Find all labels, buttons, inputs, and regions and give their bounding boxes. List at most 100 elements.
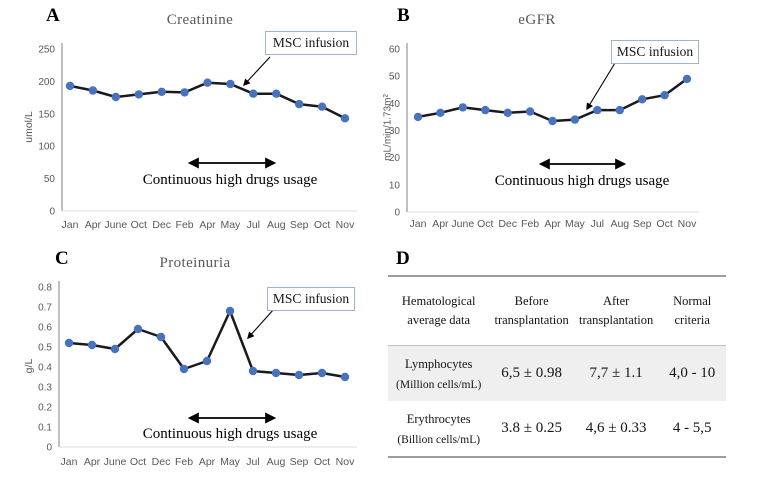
svg-text:250: 250 (38, 45, 55, 56)
svg-text:0.4: 0.4 (38, 363, 52, 374)
svg-text:Nov: Nov (336, 456, 355, 468)
svg-text:Dec: Dec (152, 219, 171, 231)
svg-text:Jan: Jan (62, 219, 79, 231)
svg-text:Apr: Apr (199, 219, 216, 231)
svg-text:Oct: Oct (656, 218, 672, 230)
svg-text:Jan: Jan (410, 218, 427, 230)
table-row-lymphocytes: Lymphocytes (Million cells/mL) 6,5 ± 0.9… (388, 345, 726, 402)
svg-text:40: 40 (389, 99, 401, 110)
svg-text:May: May (565, 218, 586, 230)
svg-text:Oct: Oct (314, 456, 330, 468)
svg-text:Nov: Nov (336, 219, 355, 231)
svg-text:Feb: Feb (175, 456, 193, 468)
msc-infusion-callout-c: MSC infusion (267, 287, 355, 311)
cell-lymphocytes-before: 6,5 ± 0.98 (501, 365, 562, 381)
svg-text:Sep: Sep (290, 456, 309, 468)
svg-text:Oct: Oct (131, 219, 147, 231)
cell-lymphocytes-after: 7,7 ± 1.1 (589, 365, 643, 381)
svg-text:Apr: Apr (544, 218, 561, 230)
chart-title-creatinine: Creatinine (166, 12, 234, 28)
svg-text:0: 0 (46, 443, 52, 454)
svg-text:60: 60 (389, 45, 401, 56)
table-header-after: After transplantation (578, 293, 654, 327)
panel-label-d: D (396, 248, 410, 269)
svg-text:Feb: Feb (521, 218, 539, 230)
drugs-usage-label-b: Continuous high drugs usage (494, 173, 670, 189)
svg-text:20: 20 (389, 153, 401, 164)
table-header-normal: Normal criteria (673, 293, 712, 327)
panel-label-c: C (55, 248, 69, 269)
cell-lymphocytes-normal: 4,0 - 10 (669, 365, 716, 381)
table-header-entity: Hematological average data (401, 293, 476, 327)
row-label-lymphocytes: Lymphocytes (Million cells/mL) (388, 346, 489, 402)
svg-text:Dec: Dec (498, 218, 517, 230)
row-name: Erythrocytes (406, 411, 471, 426)
hematology-table: Hematological average data Before transp… (388, 275, 726, 458)
msc-infusion-callout-b: MSC infusion (611, 40, 699, 64)
svg-text:June: June (451, 218, 474, 230)
svg-text:50: 50 (389, 72, 401, 83)
svg-text:May: May (220, 219, 241, 231)
svg-text:200: 200 (38, 77, 55, 88)
svg-text:Apr: Apr (199, 456, 216, 468)
msc-infusion-callout-a: MSC infusion (265, 31, 357, 55)
svg-text:30: 30 (389, 126, 401, 137)
svg-text:Apr: Apr (432, 218, 449, 230)
svg-text:0: 0 (394, 208, 400, 219)
drugs-usage-label-c: Continuous high drugs usage (142, 426, 318, 442)
svg-text:Feb: Feb (176, 219, 194, 231)
panel-d-hematology-table: D Hematological average data Before tran… (380, 245, 761, 490)
chart-title-proteinuria: Proteinuria (159, 255, 231, 271)
svg-text:Aug: Aug (610, 218, 629, 230)
hematology-table-wrap: Hematological average data Before transp… (388, 275, 726, 458)
svg-text:0.3: 0.3 (38, 383, 52, 394)
table-header-before: Before transplantation (494, 293, 569, 327)
table-header-row: Hematological average data Before transp… (388, 276, 726, 346)
svg-text:Nov: Nov (678, 218, 697, 230)
svg-text:June: June (104, 219, 127, 231)
svg-text:Apr: Apr (85, 219, 102, 231)
svg-text:Jul: Jul (246, 456, 259, 468)
svg-text:Oct: Oct (314, 219, 330, 231)
panel-label-b: B (397, 5, 410, 26)
svg-text:Aug: Aug (267, 219, 286, 231)
svg-text:0.2: 0.2 (38, 403, 52, 414)
row-unit: (Billion cells/mL) (397, 433, 481, 446)
svg-text:Dec: Dec (152, 456, 171, 468)
row-unit: (Million cells/mL) (396, 378, 482, 391)
svg-text:150: 150 (38, 109, 55, 120)
cell-erythrocytes-normal: 4 - 5,5 (672, 420, 712, 436)
cell-erythrocytes-after: 4,6 ± 0.33 (585, 420, 647, 436)
panel-label-a: A (46, 5, 60, 26)
panel-c-proteinuria: C Proteinuria g/L 0 0.1 0.2 0.3 0.4 0.5 0.6 0.7… (0, 245, 380, 490)
svg-text:May: May (220, 456, 241, 468)
svg-text:Oct: Oct (130, 456, 146, 468)
panel-a-creatinine: A Creatinine umol/L 0 50 100 150 200 250 Jan Ap… (0, 0, 380, 245)
panel-b-egfr: B eGFR mL/min/1.73m² 0 10 20 30 40 50 60 Jan Apr… (380, 0, 761, 245)
svg-text:10: 10 (389, 180, 401, 191)
svg-text:0.7: 0.7 (38, 303, 52, 314)
svg-text:Jan: Jan (61, 456, 78, 468)
svg-text:Aug: Aug (267, 456, 286, 468)
cell-erythrocytes-before: 3.8 ± 0.25 (501, 420, 562, 436)
row-label-erythrocytes: Erythrocytes (Billion cells/mL) (388, 401, 489, 457)
svg-text:Jul: Jul (247, 219, 260, 231)
svg-text:Sep: Sep (290, 219, 309, 231)
svg-text:0.8: 0.8 (38, 283, 52, 294)
svg-text:0: 0 (49, 207, 55, 218)
table-row-erythrocytes: Erythrocytes (Billion cells/mL) 3.8 ± 0.… (388, 401, 726, 457)
svg-text:Apr: Apr (84, 456, 101, 468)
svg-text:0.6: 0.6 (38, 323, 52, 334)
drugs-usage-label-a: Continuous high drugs usage (142, 172, 318, 188)
svg-text:50: 50 (44, 174, 56, 185)
svg-text:0.1: 0.1 (38, 423, 52, 434)
svg-text:June: June (104, 456, 127, 468)
svg-text:Oct: Oct (477, 218, 493, 230)
chart-title-egfr: eGFR (518, 12, 556, 28)
svg-text:Sep: Sep (633, 218, 652, 230)
svg-text:100: 100 (38, 142, 55, 153)
